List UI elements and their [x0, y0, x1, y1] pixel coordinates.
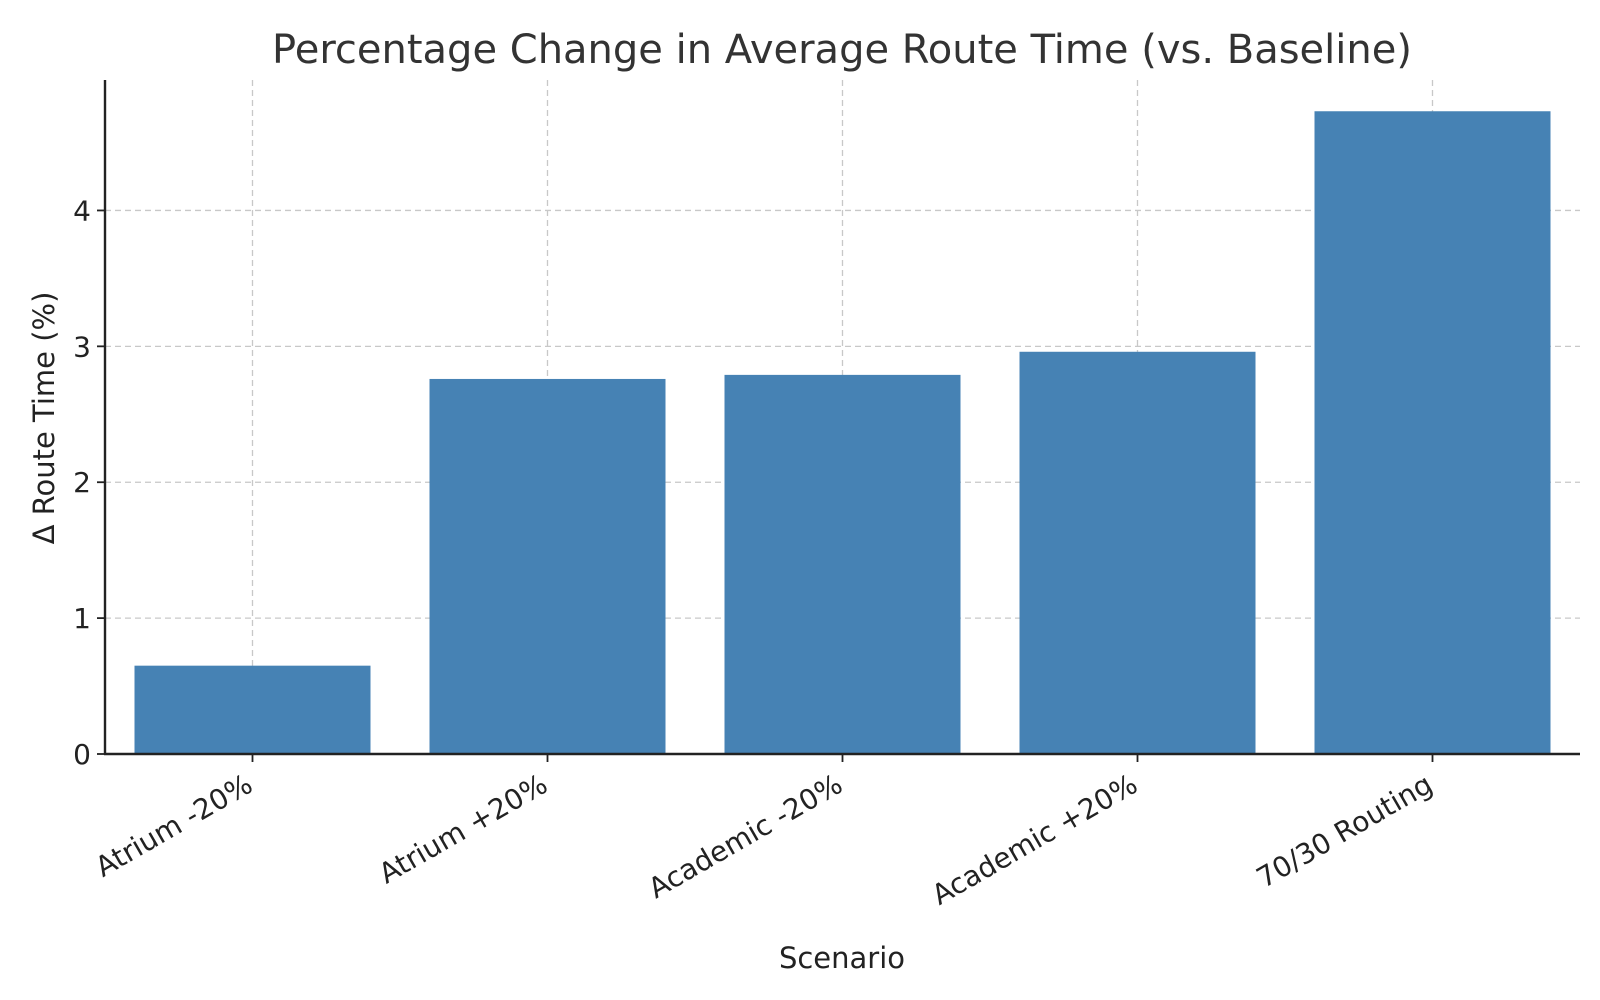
x-tick-label: Academic -20% — [643, 767, 848, 905]
bars — [134, 111, 1551, 755]
y-tick-label: 0 — [73, 738, 91, 771]
y-tick-label: 3 — [73, 330, 91, 363]
y-axis-label: Δ Route Time (%) — [27, 292, 61, 545]
bar — [134, 665, 371, 754]
bar — [1019, 351, 1256, 754]
bar — [1314, 111, 1551, 755]
bar — [724, 374, 961, 754]
x-tick-label: Atrium +20% — [373, 767, 553, 890]
y-tick-label: 4 — [73, 194, 91, 227]
bar — [429, 378, 666, 754]
y-tick-label: 1 — [73, 602, 91, 635]
x-axis-label: Scenario — [779, 941, 905, 975]
y-tick-label: 2 — [73, 466, 91, 499]
x-tick-label: Academic +20% — [926, 767, 1143, 911]
chart-title: Percentage Change in Average Route Time … — [272, 27, 1412, 73]
x-tick-label: Atrium -20% — [90, 767, 258, 883]
x-tick-label: 70/30 Routing — [1251, 767, 1438, 894]
